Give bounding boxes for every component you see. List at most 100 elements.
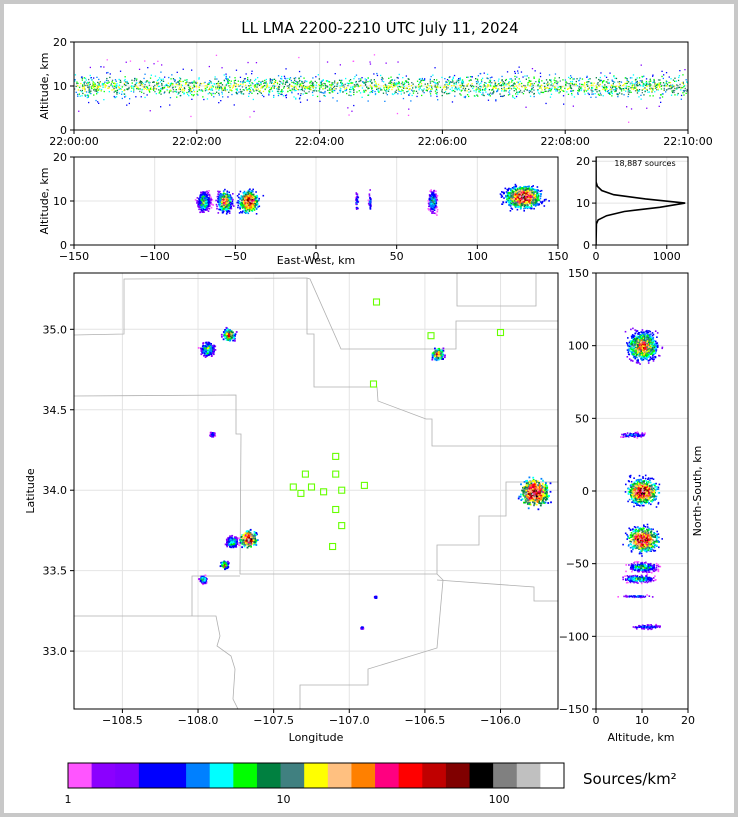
source-point: [660, 94, 662, 96]
source-point: [291, 85, 293, 87]
source-point: [415, 90, 418, 92]
source-point: [289, 77, 292, 79]
source-point: [84, 77, 87, 79]
source-point: [83, 86, 85, 88]
source-point: [432, 212, 434, 214]
source-point: [225, 193, 227, 196]
source-point: [485, 88, 487, 90]
source-point: [247, 198, 250, 200]
source-point: [251, 92, 253, 94]
source-point: [355, 74, 358, 76]
source-point: [502, 95, 504, 97]
source-point: [656, 86, 658, 88]
source-point: [308, 86, 310, 88]
source-point: [460, 90, 462, 92]
source-point: [285, 81, 287, 83]
source-point: [74, 74, 77, 76]
source-point: [210, 86, 212, 88]
source-point: [652, 74, 654, 76]
source-point: [682, 83, 685, 85]
source-point: [398, 90, 400, 92]
source-point: [348, 83, 350, 85]
source-point: [664, 85, 666, 87]
source-point: [92, 81, 94, 83]
source-point: [115, 87, 117, 89]
source-point: [294, 90, 296, 92]
source-point: [436, 198, 438, 201]
source-point: [498, 78, 500, 80]
source-point: [451, 101, 454, 103]
source-point: [670, 94, 673, 96]
source-point: [121, 97, 123, 100]
source-point: [253, 110, 255, 113]
source-point: [207, 93, 209, 95]
source-point: [649, 95, 651, 97]
source-point: [202, 202, 204, 204]
source-point: [528, 77, 530, 79]
source-point: [522, 93, 525, 95]
source-point: [554, 82, 556, 84]
source-point: [575, 84, 577, 86]
source-point: [378, 87, 380, 89]
source-point: [152, 81, 154, 83]
source-point: [93, 84, 95, 86]
source-point: [647, 83, 649, 85]
source-point: [222, 195, 224, 198]
source-point: [98, 102, 100, 104]
source-point: [198, 78, 200, 80]
source-point: [670, 84, 672, 86]
source-point: [401, 89, 403, 91]
source-point: [133, 87, 135, 89]
source-point: [429, 85, 431, 87]
source-point: [89, 74, 91, 77]
source-point: [215, 83, 218, 85]
source-point: [578, 88, 580, 90]
source-point: [679, 70, 681, 72]
source-point: [595, 77, 597, 79]
source-point: [513, 87, 515, 89]
source-point: [77, 85, 79, 87]
source-point: [630, 108, 633, 110]
source-point: [162, 87, 164, 90]
source-point: [121, 91, 123, 93]
source-point: [247, 207, 250, 209]
source-point: [592, 90, 594, 92]
source-point: [252, 88, 254, 90]
source-point: [245, 73, 247, 75]
source-point: [149, 110, 151, 112]
source-point: [661, 96, 664, 98]
source-point: [81, 89, 83, 92]
source-point: [641, 81, 644, 83]
source-point: [375, 86, 377, 88]
source-point: [228, 79, 230, 82]
source-point: [518, 66, 520, 68]
source-point: [409, 92, 411, 95]
source-point: [79, 95, 81, 97]
source-point: [503, 83, 506, 85]
source-point: [495, 85, 498, 87]
source-point: [638, 77, 641, 79]
source-point: [295, 89, 297, 92]
source-point: [402, 97, 405, 100]
source-point: [685, 92, 687, 94]
source-point: [83, 77, 85, 79]
source-point: [313, 84, 315, 86]
source-point: [199, 208, 202, 211]
source-point: [240, 199, 243, 202]
source-point: [251, 210, 254, 212]
source-point: [619, 84, 621, 87]
source-point: [631, 86, 633, 88]
source-point: [595, 96, 597, 98]
source-point: [309, 85, 311, 87]
source-point: [244, 209, 247, 212]
source-point: [430, 95, 432, 97]
source-point: [533, 76, 535, 78]
source-point: [356, 199, 358, 201]
source-point: [420, 80, 422, 82]
source-point: [671, 84, 674, 87]
source-point: [219, 207, 222, 210]
source-point: [207, 210, 210, 212]
source-point: [299, 101, 302, 103]
source-point: [369, 189, 371, 191]
source-point: [669, 88, 671, 90]
